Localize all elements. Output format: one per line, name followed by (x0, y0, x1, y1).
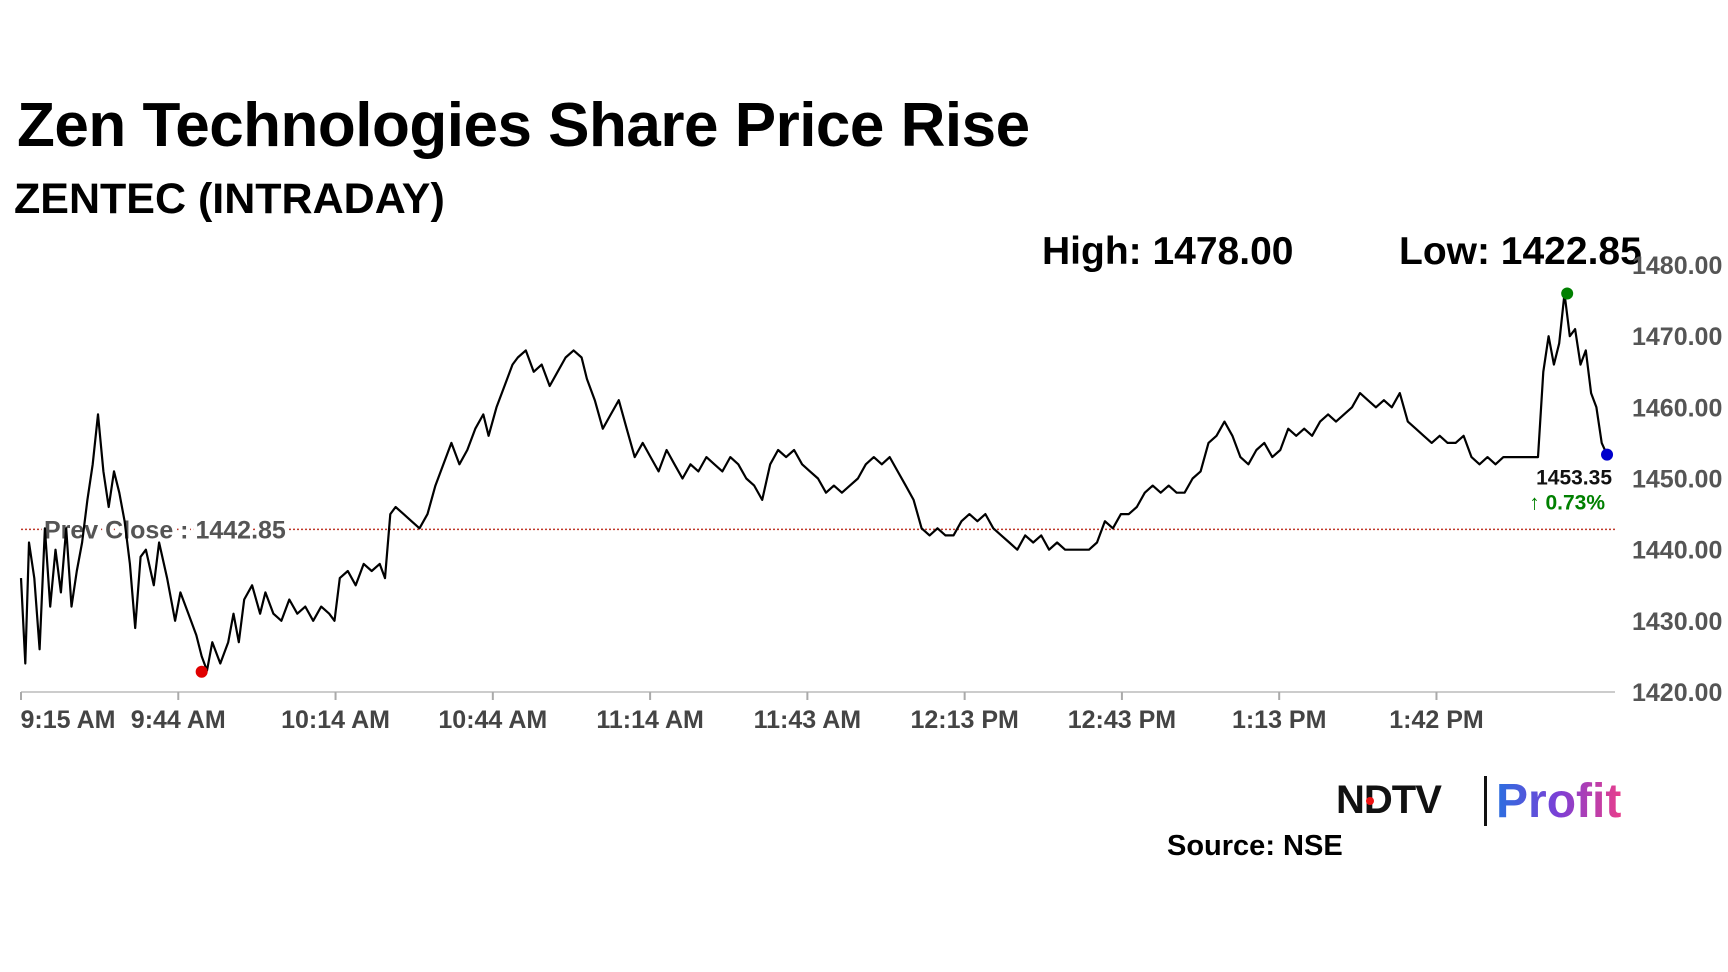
last-marker (1601, 448, 1614, 461)
y-tick-label: 1480.00 (1632, 252, 1722, 280)
logo-divider (1484, 776, 1487, 826)
x-tick-label: 11:14 AM (596, 706, 703, 734)
x-tick-label: 11:43 AM (754, 706, 861, 734)
low-label: Low: 1422.85 (1399, 230, 1642, 273)
change-percent-label: ↑ 0.73% (1529, 492, 1605, 515)
x-tick-label: 9:15 AM (21, 706, 116, 734)
y-tick-label: 1440.00 (1632, 537, 1722, 565)
chart-markers (195, 287, 1614, 678)
high-marker (1561, 287, 1574, 300)
ndtv-dot-icon (1366, 797, 1374, 805)
y-tick-label: 1430.00 (1632, 608, 1722, 636)
low-marker (195, 665, 208, 678)
y-axis: 1480.00 1470.00 1460.00 1450.00 1440.00 1430.… (1632, 252, 1722, 707)
x-axis: 9:15 AM 9:44 AM 10:14 AM 10:44 AM 11:14 AM 11… (20, 691, 1615, 734)
chart-title: Zen Technologies Share Price Rise (17, 91, 1030, 160)
x-tick-label: 10:44 AM (438, 706, 547, 734)
x-tick-label: 9:44 AM (131, 706, 226, 734)
y-tick-label: 1450.00 (1632, 466, 1722, 494)
last-price-label: 1453.35 (1536, 467, 1612, 490)
ndtv-profit-logo: NDTV Profit (1336, 775, 1636, 828)
profit-wordmark: Profit (1496, 775, 1622, 828)
source-label: Source: NSE (1167, 830, 1343, 862)
x-tick-label: 10:14 AM (281, 706, 390, 734)
ndtv-wordmark: NDTV (1336, 778, 1442, 822)
x-tick-label: 1:42 PM (1389, 706, 1483, 734)
y-tick-label: 1470.00 (1632, 323, 1722, 351)
chart-subtitle: ZENTEC (INTRADAY) (14, 175, 445, 223)
high-label: High: 1478.00 (1042, 230, 1294, 273)
x-tick-label: 1:13 PM (1232, 706, 1326, 734)
x-tick-label: 12:13 PM (910, 706, 1018, 734)
y-tick-label: 1420.00 (1632, 679, 1722, 707)
prev-close-label: Prev Close : 1442.85 (44, 516, 286, 544)
price-series-line (19, 292, 1609, 672)
y-tick-label: 1460.00 (1632, 394, 1722, 422)
x-tick-label: 12:43 PM (1068, 706, 1176, 734)
